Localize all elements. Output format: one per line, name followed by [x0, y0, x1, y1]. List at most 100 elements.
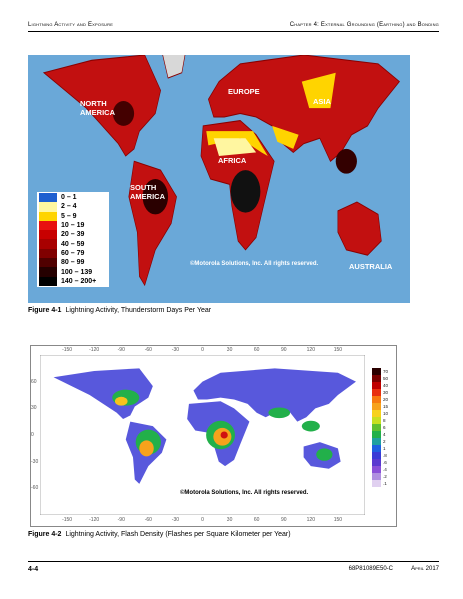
- colorbar-row: 70: [372, 368, 388, 375]
- colorbar-row: 1: [372, 445, 388, 452]
- colorbar-label: 8: [383, 418, 386, 423]
- region-label: NORTH AMERICA: [80, 99, 115, 117]
- caption-number: Figure 4-2: [28, 531, 62, 538]
- legend-swatch: [39, 193, 57, 203]
- legend-label: 140 – 200+: [61, 277, 97, 285]
- legend-item: 60 – 79: [39, 248, 107, 259]
- lon-tick-bottom: -120: [89, 517, 100, 523]
- legend-item: 40 – 59: [39, 239, 107, 249]
- legend-item: 10 – 19: [39, 220, 107, 231]
- colorbar-label: .1: [383, 481, 387, 486]
- colorbar-swatch: [372, 459, 381, 466]
- lon-tick-bottom: 150: [333, 517, 343, 523]
- colorbar-row: 2: [372, 438, 388, 445]
- colorbar-label: 30: [383, 390, 389, 395]
- lat-tick: 0: [31, 432, 34, 438]
- lon-tick-bottom: 60: [253, 517, 260, 523]
- legend-swatch: [39, 248, 57, 259]
- region-label: SOUTH AMERICA: [130, 183, 165, 201]
- colorbar-row: .8: [372, 452, 388, 459]
- footer-rule: [28, 561, 439, 562]
- legend-swatch: [39, 267, 57, 277]
- colorbar-row: 15: [372, 403, 388, 410]
- colorbar-row: .4: [372, 466, 388, 473]
- colorbar-label: .2: [383, 474, 387, 479]
- colorbar-row: .2: [372, 473, 388, 480]
- lon-tick-top: 90: [280, 347, 287, 353]
- legend-swatch: [39, 211, 57, 221]
- lon-tick-bottom: -150: [62, 517, 73, 523]
- legend-label: 100 – 139: [61, 268, 93, 276]
- colorbar-swatch: [372, 403, 381, 410]
- colorbar-row: 20: [372, 396, 388, 403]
- colorbar-label: 2: [383, 439, 386, 444]
- header-left: Lightning Activity and Exposure: [28, 22, 114, 28]
- region-label: AFRICA: [218, 156, 247, 165]
- legend-item: 5 – 9: [39, 211, 107, 221]
- legend-swatch: [39, 239, 57, 249]
- lon-tick-top: -60: [144, 347, 152, 353]
- legend-label: 2 – 4: [61, 203, 77, 211]
- lon-tick-top: -90: [117, 347, 125, 353]
- lon-tick-top: 120: [306, 347, 315, 353]
- legend-label: 80 – 99: [61, 259, 85, 267]
- lon-tick-bottom: 30: [226, 517, 233, 523]
- lon-tick-bottom: -60: [144, 517, 152, 523]
- colorbar-swatch: [372, 382, 381, 389]
- lat-tick: -60: [31, 485, 39, 492]
- legend-swatch: [39, 220, 57, 231]
- caption-text: Lightning Activity, Thunderstorm Days Pe…: [65, 307, 212, 314]
- colorbar-label: 40: [383, 383, 389, 388]
- colorbar-row: 8: [372, 417, 388, 424]
- caption: Figure 4-2 Lightning Activity, Flash Dens…: [28, 531, 291, 538]
- colorbar-row: 50: [372, 375, 388, 382]
- caption: Figure 4-1 Lightning Activity, Thundersto…: [28, 307, 211, 314]
- lat-tick: 60: [31, 378, 37, 385]
- colorbar-swatch: [372, 417, 381, 424]
- legend-item: 140 – 200+: [39, 276, 107, 286]
- colorbar-label: 50: [383, 376, 389, 381]
- legend-label: 40 – 59: [61, 240, 85, 248]
- colorbar-label: 70: [383, 369, 389, 374]
- date: April 2017: [411, 566, 439, 572]
- lon-tick-bottom: -30: [171, 517, 180, 523]
- colorbar: 70 50 40 30 20 15 10 8 6 4 2 1 .8 .6 .4 .2 .1: [372, 368, 388, 487]
- legend-label: 5 – 9: [61, 212, 77, 220]
- legend-item: 2 – 4: [39, 202, 107, 212]
- colorbar-label: .8: [383, 453, 387, 458]
- legend-label: 0 – 1: [61, 194, 77, 202]
- colorbar-swatch: [372, 473, 381, 480]
- legend-swatch: [39, 230, 57, 240]
- flash-map-frame: [30, 345, 397, 527]
- lon-tick-bottom: -90: [117, 517, 125, 523]
- legend-item: 80 – 99: [39, 258, 107, 268]
- colorbar-label: .4: [383, 467, 387, 472]
- page-number: 4-4: [28, 566, 39, 573]
- colorbar-swatch: [372, 375, 381, 382]
- legend-label: 10 – 19: [61, 222, 85, 230]
- colorbar-swatch: [372, 480, 381, 487]
- lat-tick: 30: [31, 405, 37, 412]
- legend-item: 20 – 39: [39, 230, 107, 240]
- lon-tick-top: -150: [62, 347, 73, 353]
- colorbar-row: .6: [372, 459, 388, 466]
- colorbar-swatch: [372, 452, 381, 459]
- colorbar-label: 20: [383, 397, 389, 402]
- colorbar-label: .6: [383, 460, 387, 465]
- region-label: ASIA: [313, 97, 331, 106]
- legend-swatch: [39, 258, 57, 268]
- colorbar-swatch: [372, 431, 381, 438]
- colorbar-swatch: [372, 466, 381, 473]
- caption-number: Figure 4-1: [28, 307, 62, 314]
- colorbar-row: 6: [372, 424, 388, 431]
- colorbar-swatch: [372, 368, 381, 375]
- header-rule: [28, 31, 439, 32]
- flash-density-map: [40, 355, 365, 515]
- colorbar-label: 10: [383, 411, 389, 416]
- colorbar-row: 10: [372, 410, 388, 417]
- region-label: EUROPE: [228, 87, 260, 96]
- legend-swatch: [39, 276, 57, 286]
- legend-label: 20 – 39: [61, 231, 85, 239]
